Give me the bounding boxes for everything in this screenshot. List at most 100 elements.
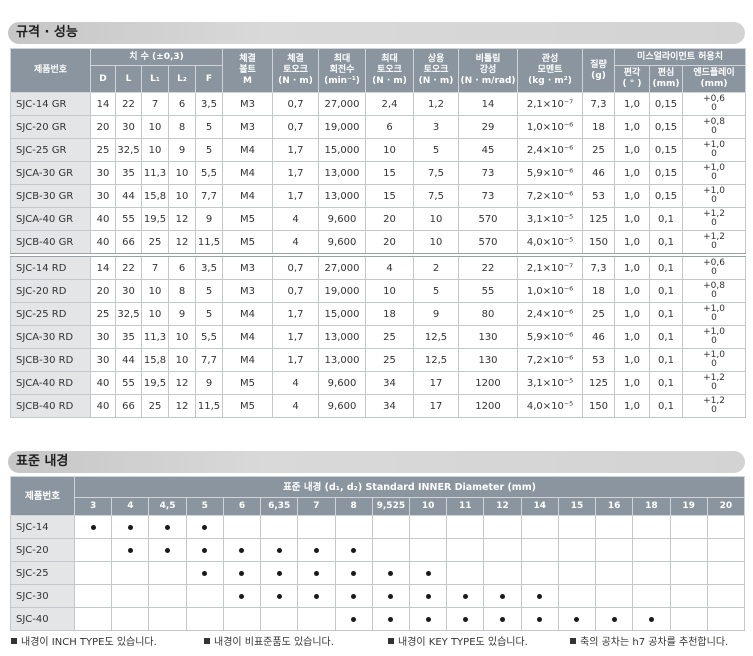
cell-rated-torque: 12,5	[413, 348, 459, 372]
size-cell	[185, 584, 224, 608]
endplay-lower: 0	[711, 172, 717, 182]
header-product: 제품번호	[10, 476, 75, 516]
cell-d: 30	[90, 161, 116, 185]
available-dot	[500, 616, 506, 622]
cell-inertia: 3,1×10⁻⁵	[517, 371, 583, 395]
cell-angular: 1,0	[614, 184, 650, 208]
header-line: M	[243, 76, 252, 86]
cell-inertia: 2,1×10⁻⁷	[517, 253, 583, 280]
available-dot	[351, 593, 357, 599]
cell-rated-torque: 10	[413, 230, 459, 256]
size-cell	[706, 584, 746, 608]
size-cell	[483, 607, 522, 631]
model-name: SJCB-30 GR	[10, 184, 91, 208]
cell-bolt: M5	[222, 207, 273, 231]
cell-endplay: +1,0 0	[681, 138, 747, 162]
cell-l: 22	[115, 92, 142, 116]
available-dot	[239, 547, 245, 553]
cell-f: 5,5	[195, 325, 223, 349]
table-row: SJC-20 GR 20 30 10 8 5 M3 0,7 19,000 6 3 29 1,0×10⁻⁶…	[10, 115, 747, 139]
endplay-lower: 0	[711, 336, 717, 346]
cell-rated-torque: 10	[413, 207, 459, 231]
cell-bolt: M4	[222, 302, 273, 326]
size-cell	[297, 538, 336, 562]
cell-d: 40	[90, 394, 116, 418]
cell-inertia: 3,1×10⁻⁵	[517, 207, 583, 231]
cell-max-speed: 9,600	[318, 207, 366, 231]
size-header: 5	[185, 497, 224, 516]
cell-d: 14	[90, 92, 116, 116]
cell-clamp-torque: 0,7	[272, 253, 319, 280]
header-line: 토오크	[423, 65, 449, 75]
table-row: SJC-14	[10, 515, 746, 539]
cell-angular: 1,0	[614, 207, 650, 231]
cell-d: 30	[90, 348, 116, 372]
size-cell	[483, 538, 522, 562]
endplay-upper: +1,0	[703, 186, 725, 196]
available-dot	[165, 524, 171, 530]
cell-mass: 18	[582, 279, 615, 303]
cell-endplay: +1,0 0	[681, 325, 747, 349]
cell-l2: 12	[168, 230, 196, 256]
cell-angular: 1,0	[614, 138, 650, 162]
cell-l: 44	[115, 348, 142, 372]
model-name: SJCA-40 GR	[10, 207, 91, 231]
cell-endplay: +1,2 0	[681, 371, 747, 395]
cell-f: 5,5	[195, 161, 223, 185]
cell-max-speed: 9,600	[318, 394, 366, 418]
cell-max-torque: 34	[365, 394, 414, 418]
endplay-lower: 0	[711, 313, 717, 323]
header-line: 편각	[623, 68, 641, 78]
cell-mass: 125	[582, 207, 615, 231]
endplay-lower: 0	[711, 267, 717, 277]
cell-bolt: M4	[222, 161, 273, 185]
cell-l2: 6	[168, 253, 196, 280]
cell-max-torque: 25	[365, 348, 414, 372]
cell-max-torque: 34	[365, 371, 414, 395]
cell-angular: 1,0	[614, 348, 650, 372]
cell-angular: 1,0	[614, 115, 650, 139]
cell-stiffness: 45	[458, 138, 518, 162]
size-cell	[483, 561, 522, 585]
cell-l2: 6	[168, 92, 196, 116]
header-l: L	[115, 65, 142, 93]
size-cell	[260, 561, 299, 585]
header-product: 제품번호	[10, 48, 91, 93]
cell-clamp-torque: 1,7	[272, 302, 319, 326]
cell-f: 9	[195, 207, 223, 231]
endplay-upper: +1,0	[703, 304, 725, 314]
cell-parallel: 0,15	[649, 138, 683, 162]
table-row: SJC-40	[10, 607, 746, 631]
size-cell	[222, 515, 262, 539]
size-header: 6	[222, 497, 262, 516]
cell-rated-torque: 2	[413, 253, 459, 280]
table-row: SJC-25 GR 25 32,5 10 9 5 M4 1,7 15,000 10 5 45 2,4×1…	[10, 138, 747, 162]
cell-max-speed: 13,000	[318, 161, 366, 185]
cell-l1: 7	[141, 92, 169, 116]
bore-table: 제품번호 표준 내경 (d₁, d₂) Standard INNER Diame…	[10, 476, 746, 631]
cell-clamp-torque: 1,7	[272, 348, 319, 372]
model-name: SJC-20 GR	[10, 115, 91, 139]
available-dot	[611, 616, 617, 622]
cell-endplay: +1,2 0	[681, 207, 747, 231]
model-name: SJC-25	[10, 561, 75, 585]
table-row: SJCA-40 GR 40 55 19,5 12 9 M5 4 9,600 20 10 570 3,1×…	[10, 207, 747, 231]
cell-l1: 25	[141, 394, 169, 418]
header-line: 강성	[479, 65, 497, 75]
cell-l2: 12	[168, 394, 196, 418]
size-cell	[595, 561, 634, 585]
size-cell	[371, 607, 410, 631]
size-cell	[595, 607, 634, 631]
cell-bolt: M5	[222, 394, 273, 418]
size-cell	[297, 515, 336, 539]
cell-mass: 125	[582, 371, 615, 395]
header-parallel: 편심 (mm)	[649, 65, 683, 93]
footnote-text: 내경이 비표준품도 있습니다.	[214, 637, 334, 648]
size-cell	[371, 584, 410, 608]
available-dot	[313, 547, 319, 553]
cell-angular: 1,0	[614, 394, 650, 418]
bullet-icon	[570, 638, 576, 644]
header-line: (N · m/rad)	[460, 76, 516, 86]
size-cell	[297, 584, 336, 608]
cell-l2: 10	[168, 184, 196, 208]
